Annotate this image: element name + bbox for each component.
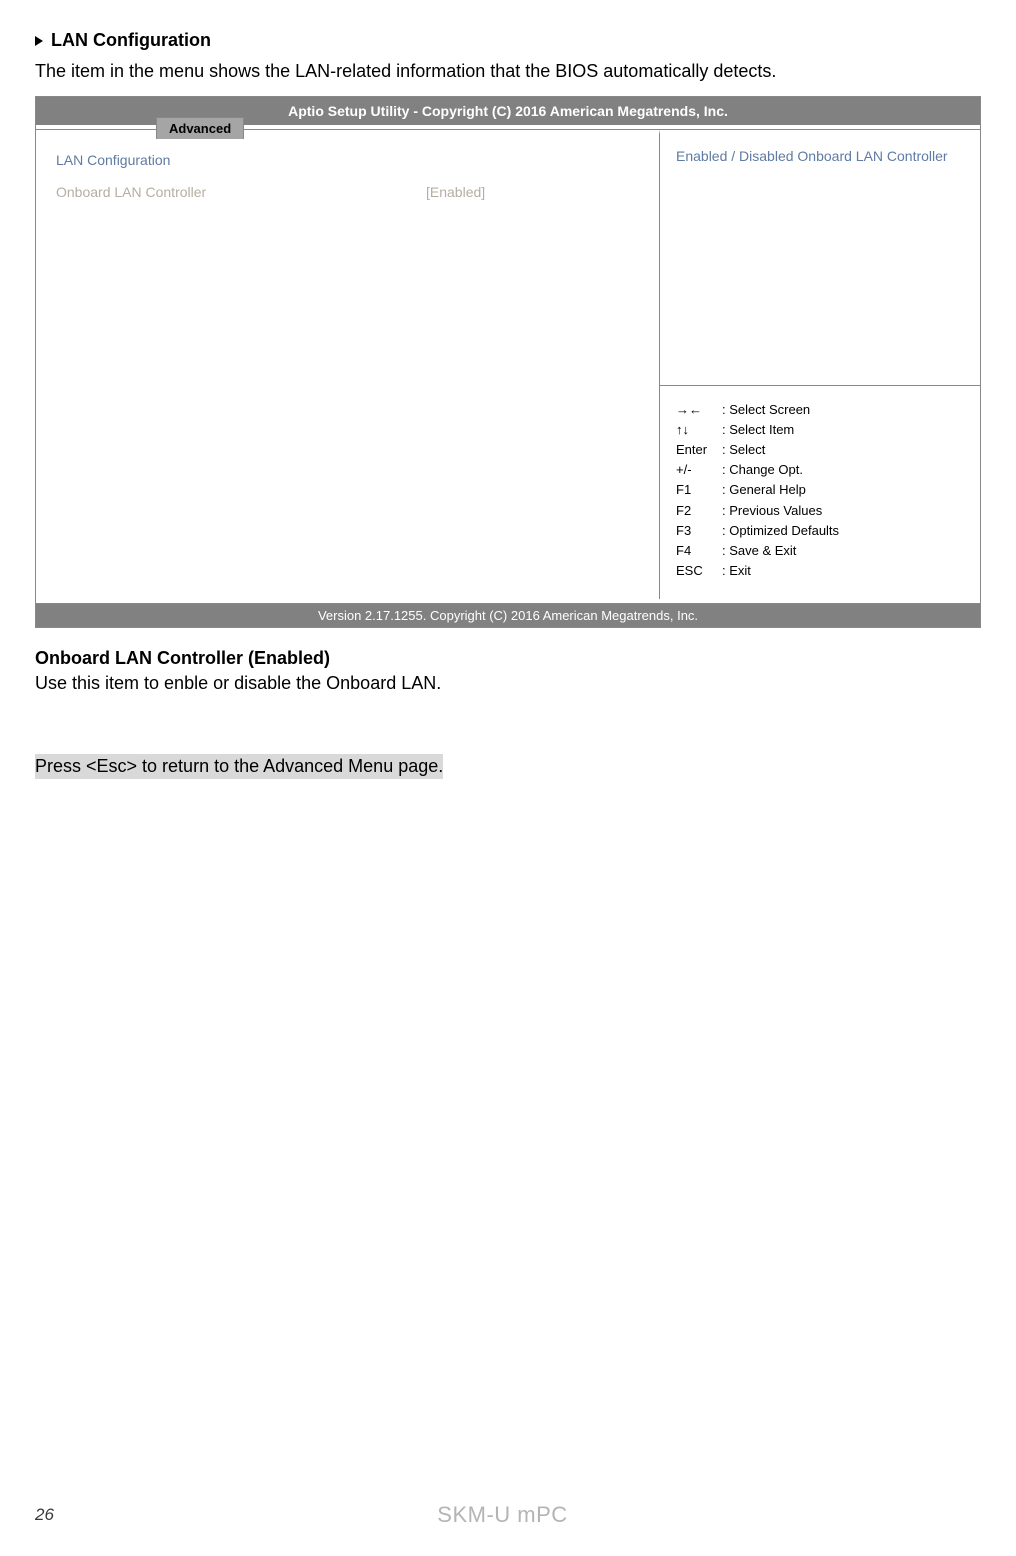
key-row: F4: Save & Exit xyxy=(676,541,964,561)
bullet-icon xyxy=(35,36,43,46)
bios-titlebar-text: Aptio Setup Utility - Copyright (C) 2016… xyxy=(288,103,728,119)
bios-tab-advanced: Advanced xyxy=(156,117,244,139)
key-row: →←: Select Screen xyxy=(676,400,964,420)
bios-left-title: LAN Configuration xyxy=(56,152,639,168)
bios-body: LAN Configuration Onboard LAN Controller… xyxy=(36,129,980,599)
return-note: Press <Esc> to return to the Advanced Me… xyxy=(35,754,443,779)
bios-left-panel: LAN Configuration Onboard LAN Controller… xyxy=(36,130,660,599)
key-arrows-ud: ↑↓ xyxy=(676,420,722,440)
key-row: ESC: Exit xyxy=(676,561,964,581)
subsection-description: Use this item to enble or disable the On… xyxy=(35,673,981,694)
page-footer: 26 SKM-U mPC xyxy=(0,1502,1016,1528)
page-number: 26 xyxy=(35,1505,54,1525)
key-f3: F3 xyxy=(676,521,722,541)
section-title: LAN Configuration xyxy=(35,30,981,51)
key-f4: F4 xyxy=(676,541,722,561)
key-enter: Enter xyxy=(676,440,722,460)
key-arrows-lr: →← xyxy=(676,400,722,420)
key-desc: : Select Item xyxy=(722,420,794,440)
key-desc: : Change Opt. xyxy=(722,460,803,480)
bios-setting-row: Onboard LAN Controller [Enabled] xyxy=(56,184,639,200)
bios-right-panel: Enabled / Disabled Onboard LAN Controlle… xyxy=(660,130,980,599)
key-row: F1: General Help xyxy=(676,480,964,500)
bios-setting-label: Onboard LAN Controller xyxy=(56,184,426,200)
footer-brand: SKM-U mPC xyxy=(54,1502,951,1528)
bios-screenshot: Aptio Setup Utility - Copyright (C) 2016… xyxy=(35,96,981,628)
bios-setting-value: [Enabled] xyxy=(426,184,485,200)
key-row: F3: Optimized Defaults xyxy=(676,521,964,541)
key-f2: F2 xyxy=(676,501,722,521)
bios-keys-panel: →←: Select Screen ↑↓: Select Item Enter:… xyxy=(660,386,980,599)
bios-titlebar: Aptio Setup Utility - Copyright (C) 2016… xyxy=(36,97,980,125)
key-f1: F1 xyxy=(676,480,722,500)
subsection-heading: Onboard LAN Controller (Enabled) xyxy=(35,648,981,669)
key-plusminus: +/- xyxy=(676,460,722,480)
key-desc: : Exit xyxy=(722,561,751,581)
key-desc: : Save & Exit xyxy=(722,541,796,561)
section-title-text: LAN Configuration xyxy=(51,30,211,50)
key-row: +/-: Change Opt. xyxy=(676,460,964,480)
key-row: ↑↓: Select Item xyxy=(676,420,964,440)
key-desc: : Previous Values xyxy=(722,501,822,521)
key-desc: : Select xyxy=(722,440,765,460)
bios-footer: Version 2.17.1255. Copyright (C) 2016 Am… xyxy=(36,603,980,627)
key-row: F2: Previous Values xyxy=(676,501,964,521)
key-desc: : Optimized Defaults xyxy=(722,521,839,541)
key-esc: ESC xyxy=(676,561,722,581)
key-desc: : General Help xyxy=(722,480,806,500)
key-row: Enter: Select xyxy=(676,440,964,460)
section-description: The item in the menu shows the LAN-relat… xyxy=(35,59,981,84)
bios-help-text: Enabled / Disabled Onboard LAN Controlle… xyxy=(660,130,980,386)
key-desc: : Select Screen xyxy=(722,400,810,420)
